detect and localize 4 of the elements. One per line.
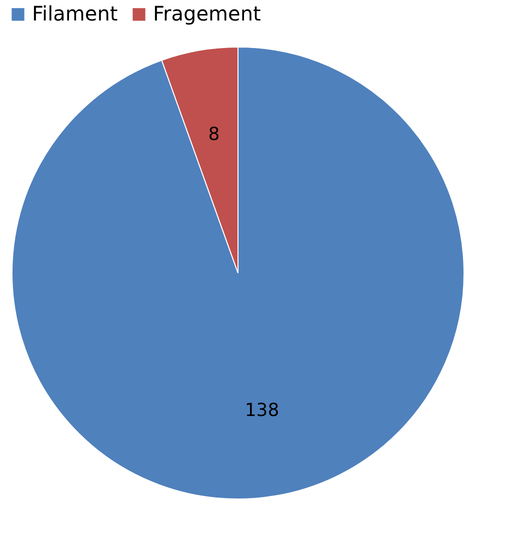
legend-label: Fragement — [153, 1, 261, 26]
legend-label: Filament — [32, 1, 118, 26]
data-label: 8 — [208, 124, 220, 145]
data-label: 138 — [244, 400, 280, 422]
